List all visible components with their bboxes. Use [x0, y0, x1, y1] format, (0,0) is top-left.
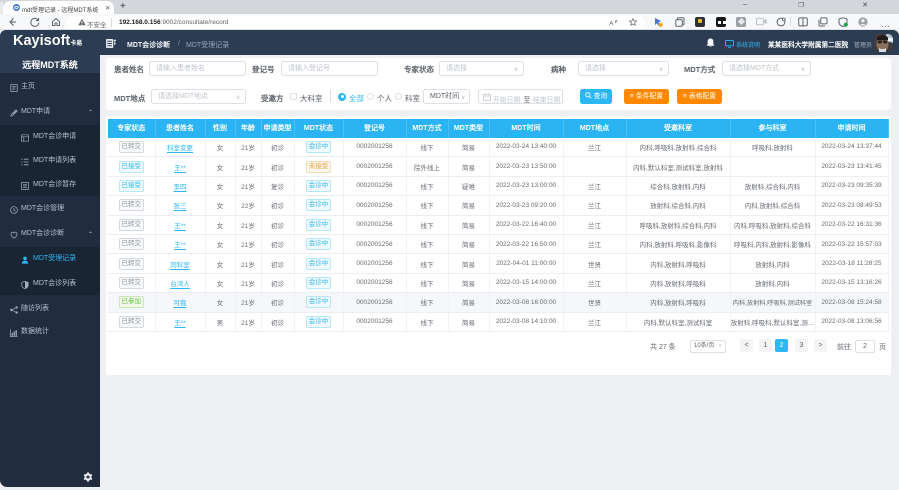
- svg-text:A: A: [609, 20, 614, 27]
